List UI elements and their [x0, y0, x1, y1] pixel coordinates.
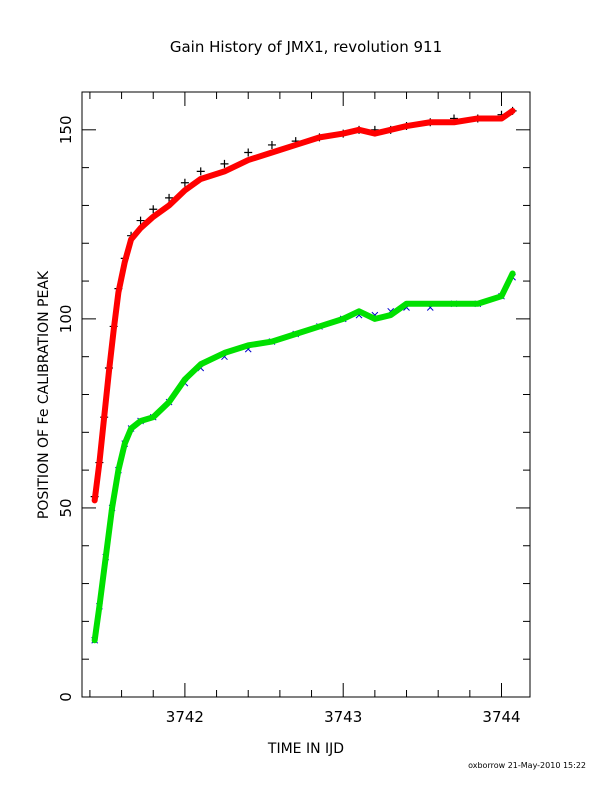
x-tick-label: 3742 [166, 708, 204, 726]
y-tick-label: 0 [57, 692, 75, 702]
data-point-plus [196, 167, 205, 176]
y-tick-label: 50 [57, 498, 75, 517]
data-point-plus [149, 205, 158, 214]
footer-credit: oxborrow 21-May-2010 15:22 [468, 761, 586, 770]
x-tick-label: 3744 [482, 708, 520, 726]
plot-frame [81, 91, 531, 698]
y-tick-label: 100 [57, 305, 75, 334]
y-axis-label: POSITION OF Fe CALIBRATION PEAK [36, 270, 52, 519]
data-point-plus [220, 159, 229, 168]
data-point-plus [267, 140, 276, 149]
chart-title: Gain History of JMX1, revolution 911 [170, 38, 442, 56]
data-point-plus [180, 178, 189, 187]
y-tick-label: 150 [57, 115, 75, 144]
fit-line [91, 107, 516, 504]
data-point-plus [136, 216, 145, 225]
x-tick-label: 3743 [324, 708, 362, 726]
data-point-plus [244, 148, 253, 157]
axis-tick-labels: 3742 3743 3744 0 50 100 150 [57, 115, 521, 726]
fit-line [91, 270, 516, 644]
data-point-plus [165, 193, 174, 202]
axis-ticks [82, 91, 530, 698]
series-1 [91, 107, 516, 504]
x-axis-label: TIME IN IJD [267, 741, 344, 757]
series-layer [90, 106, 517, 644]
series-3 [91, 270, 516, 644]
